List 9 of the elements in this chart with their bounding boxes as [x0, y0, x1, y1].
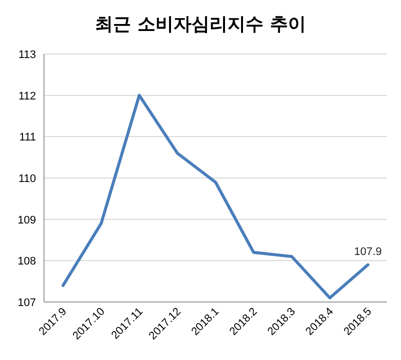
y-tick-label: 111 [19, 132, 36, 144]
y-tick-label: 107 [18, 297, 36, 309]
y-tick-label: 113 [18, 49, 36, 61]
y-tick-label: 110 [18, 173, 36, 185]
chart-title: 최근 소비자심리지수 추이 [95, 14, 306, 35]
data-label: 107.9 [354, 246, 382, 258]
y-tick-label: 109 [18, 214, 36, 226]
y-tick-label: 112 [18, 90, 36, 102]
y-tick-label: 108 [18, 256, 36, 268]
